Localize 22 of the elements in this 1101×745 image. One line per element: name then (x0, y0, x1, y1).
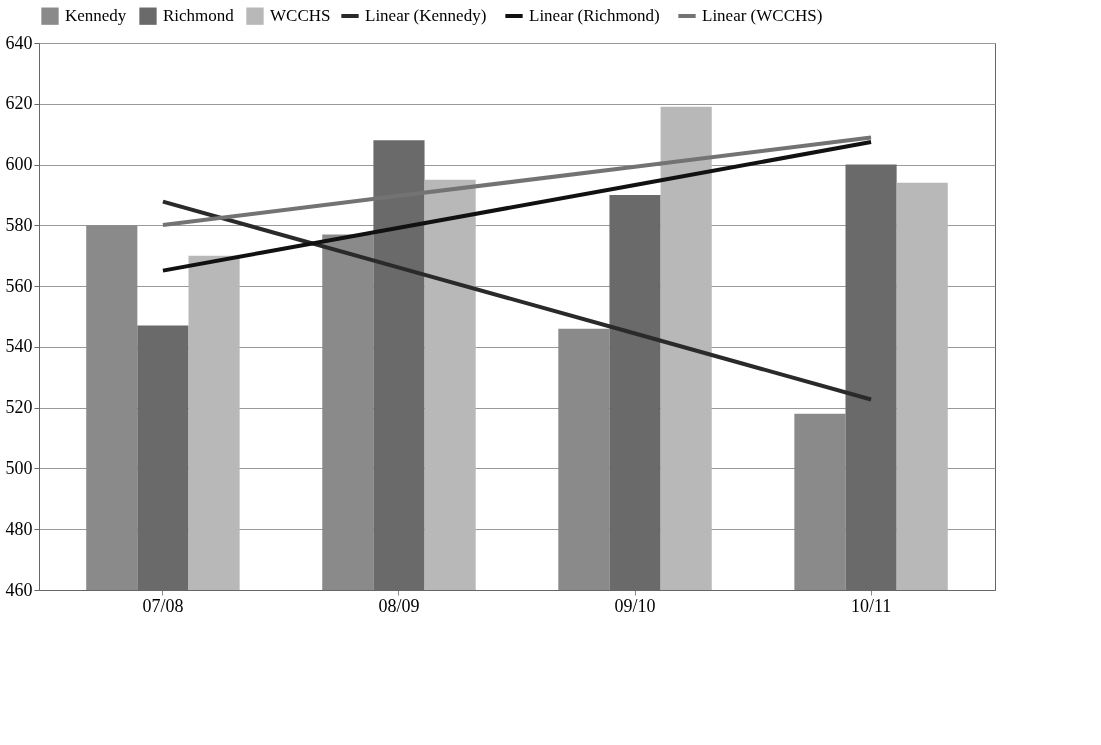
y-tick-label: 540 (5, 336, 33, 357)
y-tick-label: 500 (5, 457, 33, 478)
y-tick-label: 560 (5, 275, 33, 296)
x-tick-label: 09/10 (614, 595, 656, 616)
x-tick-label: 08/09 (378, 595, 420, 616)
y-tick-label: 520 (5, 397, 33, 418)
line-series (160, 199, 874, 402)
y-tick-label: 580 (5, 214, 33, 235)
x-tick-label: 07/08 (142, 595, 184, 616)
line-series (160, 140, 874, 273)
y-tick-label: 600 (5, 154, 33, 175)
legend-label: Linear (Richmond) (529, 6, 660, 25)
legend-label: Kennedy (65, 6, 127, 26)
legend-label: Linear (WCCHS) (702, 6, 823, 25)
legend-label: Linear (Kennedy) (365, 6, 487, 25)
legend-label: WCCHS (270, 6, 331, 26)
y-tick-label: 480 (5, 518, 33, 539)
y-tick-label: 620 (5, 93, 33, 114)
y-tick-label: 640 (5, 32, 33, 53)
y-tick-label: 460 (5, 579, 33, 600)
x-tick-label: 10/11 (850, 595, 892, 616)
legend-label: Richmond (163, 6, 235, 26)
